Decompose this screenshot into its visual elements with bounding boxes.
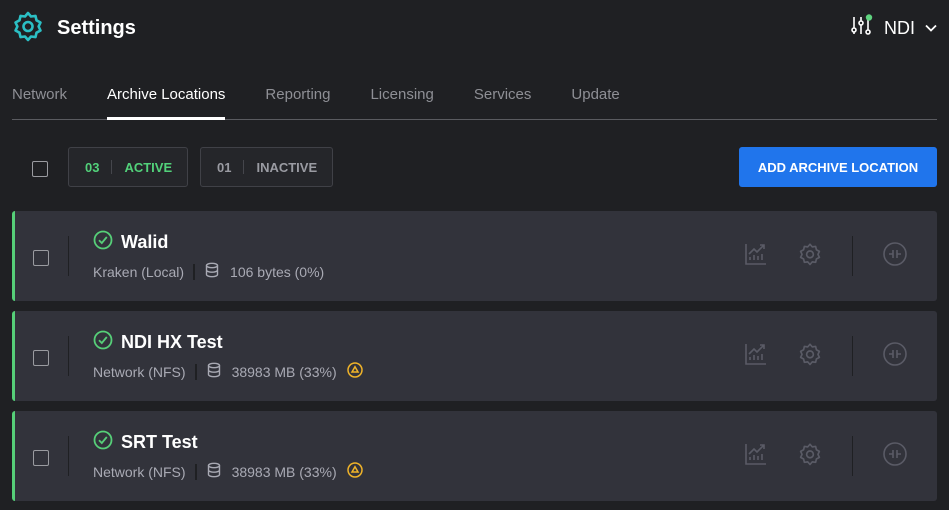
archive-location-card: Walid Kraken (Local) 106 bytes (0%) xyxy=(12,211,937,301)
tab-reporting[interactable]: Reporting xyxy=(265,86,331,103)
location-type: Kraken (Local) xyxy=(93,263,185,280)
gear-icon[interactable] xyxy=(798,242,822,271)
inactive-label: INACTIVE xyxy=(256,159,318,175)
archive-location-card: SRT Test Network (NFS) 38983 MB (33%) xyxy=(12,411,937,501)
chevron-down-icon[interactable] xyxy=(925,19,937,37)
location-name: Walid xyxy=(121,232,169,252)
location-type: Network (NFS) xyxy=(93,363,186,380)
row-checkbox[interactable] xyxy=(33,450,49,466)
select-all-checkbox[interactable] xyxy=(32,161,48,177)
storage-usage: 106 bytes (0%) xyxy=(230,263,325,280)
tab-network[interactable]: Network xyxy=(12,86,68,103)
settings-tabs: Network Archive Locations Reporting Lice… xyxy=(12,82,937,120)
disconnect-icon[interactable] xyxy=(883,441,907,471)
divider xyxy=(68,336,69,376)
disconnect-icon[interactable] xyxy=(883,341,907,371)
storage-usage: 38983 MB (33%) xyxy=(231,463,337,480)
chart-icon[interactable] xyxy=(744,242,768,271)
location-type: Network (NFS) xyxy=(93,463,186,480)
settings-gear-icon xyxy=(12,10,44,47)
divider xyxy=(852,436,853,476)
divider xyxy=(852,236,853,276)
location-name: SRT Test xyxy=(121,432,198,452)
gear-icon[interactable] xyxy=(798,342,822,371)
inactive-count: 01 xyxy=(217,159,232,175)
warning-icon xyxy=(346,462,363,481)
active-label: ACTIVE xyxy=(124,159,173,175)
user-name: NDI xyxy=(884,17,915,38)
check-circle-icon xyxy=(93,230,113,255)
chart-icon[interactable] xyxy=(744,442,768,471)
archive-location-card: NDI HX Test Network (NFS) 38983 MB (33%) xyxy=(12,311,937,401)
add-archive-location-button[interactable]: ADD ARCHIVE LOCATION xyxy=(739,147,937,187)
database-icon xyxy=(206,462,222,481)
inactive-filter[interactable]: 01 INACTIVE xyxy=(200,147,333,187)
location-name: NDI HX Test xyxy=(121,332,223,352)
tab-archive-locations[interactable]: Archive Locations xyxy=(107,82,226,120)
tab-services[interactable]: Services xyxy=(473,86,532,103)
database-icon xyxy=(206,362,222,381)
divider xyxy=(68,436,69,476)
warning-icon xyxy=(346,362,363,381)
row-checkbox[interactable] xyxy=(33,250,49,266)
user-menu[interactable]: NDI xyxy=(850,10,937,46)
storage-usage: 38983 MB (33%) xyxy=(231,363,337,380)
disconnect-icon[interactable] xyxy=(883,241,907,271)
gear-icon[interactable] xyxy=(798,442,822,471)
divider xyxy=(852,336,853,376)
chart-icon[interactable] xyxy=(744,342,768,371)
active-count: 03 xyxy=(85,159,100,175)
database-icon xyxy=(204,262,220,281)
divider xyxy=(68,236,69,276)
check-circle-icon xyxy=(93,430,113,455)
page-title: Settings xyxy=(57,16,136,39)
active-filter[interactable]: 03 ACTIVE xyxy=(68,147,188,187)
tab-licensing[interactable]: Licensing xyxy=(370,86,434,103)
sliders-icon xyxy=(850,13,874,43)
page-header: Settings NDI xyxy=(12,10,937,46)
row-checkbox[interactable] xyxy=(33,350,49,366)
check-circle-icon xyxy=(93,330,113,355)
tab-update[interactable]: Update xyxy=(571,86,620,103)
